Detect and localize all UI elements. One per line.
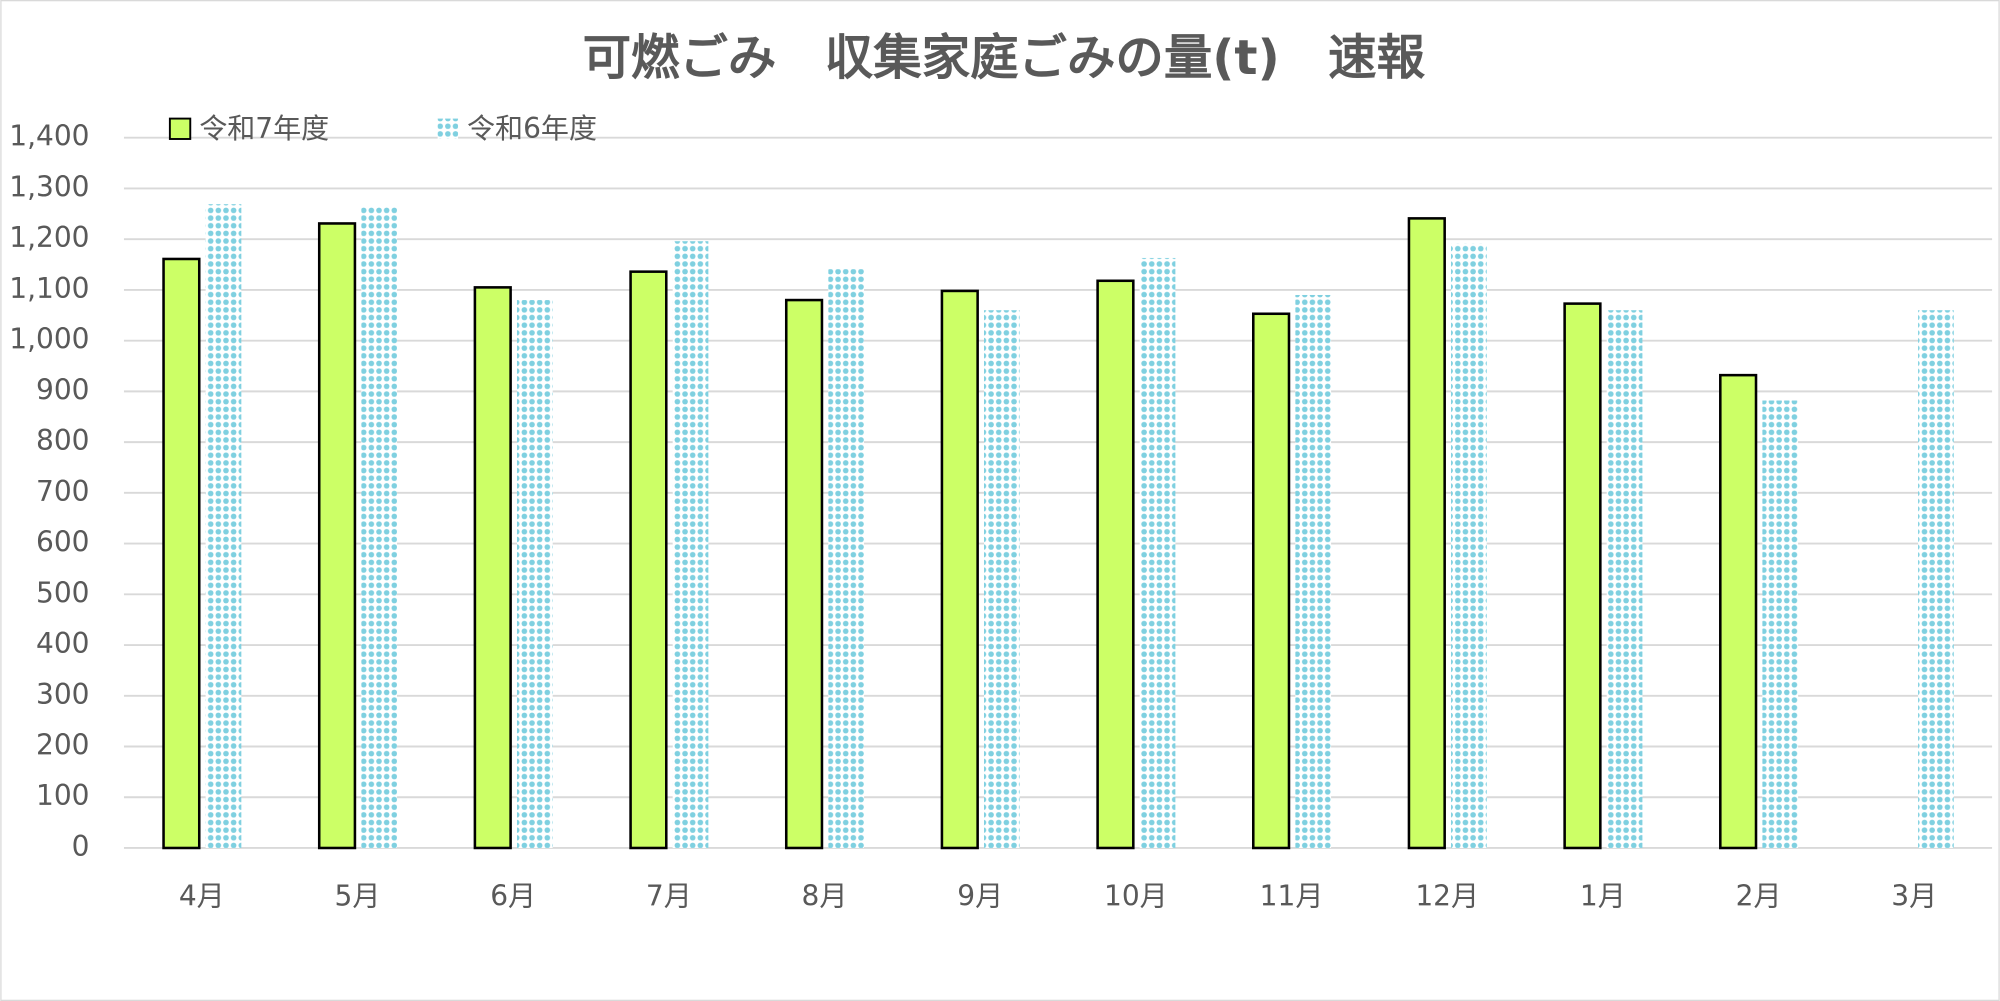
bar	[473, 286, 512, 850]
x-tick-label: 5月	[335, 880, 381, 913]
bar	[629, 270, 668, 850]
bar	[516, 300, 553, 848]
bar	[1295, 294, 1332, 848]
bar	[984, 310, 1020, 848]
bar	[1918, 310, 1954, 848]
y-tick-label: 100	[36, 779, 90, 812]
x-tick-label: 2月	[1736, 880, 1782, 913]
bar	[672, 241, 709, 848]
y-tick-label: 1,300	[9, 170, 89, 203]
bar	[1606, 310, 1643, 848]
x-tick-label: 4月	[179, 880, 225, 913]
bar	[940, 289, 979, 850]
bar	[784, 298, 824, 850]
y-tick-label: 300	[36, 678, 90, 711]
y-tick-label: 500	[36, 576, 90, 609]
x-tick-label: 11月	[1260, 880, 1324, 913]
y-tick-label: 400	[36, 627, 90, 660]
y-tick-label: 1,100	[9, 272, 89, 305]
x-tick-label: 9月	[957, 880, 1003, 913]
y-tick-label: 1,200	[9, 221, 89, 254]
x-tick-label: 3月	[1891, 880, 1937, 913]
legend-swatch	[437, 118, 459, 139]
bar	[162, 257, 201, 850]
bar	[361, 206, 398, 848]
y-tick-label: 600	[36, 526, 90, 559]
legend-label: 令和6年度	[467, 112, 597, 145]
x-tick-label: 6月	[490, 880, 536, 913]
bar	[1096, 279, 1135, 850]
bar	[1252, 312, 1291, 850]
chart-title: 可燃ごみ 収集家庭ごみの量(t) 速報	[583, 30, 1426, 86]
y-tick-label: 200	[36, 729, 90, 762]
x-tick-label: 1月	[1580, 880, 1626, 913]
bar	[1451, 243, 1487, 848]
bar	[317, 222, 357, 850]
bar	[1719, 373, 1758, 850]
x-tick-label: 7月	[646, 880, 692, 913]
bar	[1139, 257, 1176, 848]
legend-label: 令和7年度	[199, 112, 329, 145]
bar	[1407, 217, 1446, 850]
y-tick-label: 0	[72, 830, 90, 863]
x-tick-label: 8月	[802, 880, 848, 913]
bar	[828, 269, 865, 848]
legend-swatch	[168, 117, 192, 140]
bar	[1762, 400, 1799, 848]
y-tick-label: 1,400	[9, 120, 89, 153]
x-tick-label: 10月	[1104, 880, 1168, 913]
y-tick-label: 800	[36, 424, 90, 457]
bar	[205, 204, 242, 848]
y-tick-label: 700	[36, 475, 90, 508]
x-tick-label: 12月	[1415, 880, 1479, 913]
y-tick-label: 1,000	[9, 323, 89, 356]
y-tick-label: 900	[36, 373, 90, 406]
bar	[1563, 302, 1602, 850]
